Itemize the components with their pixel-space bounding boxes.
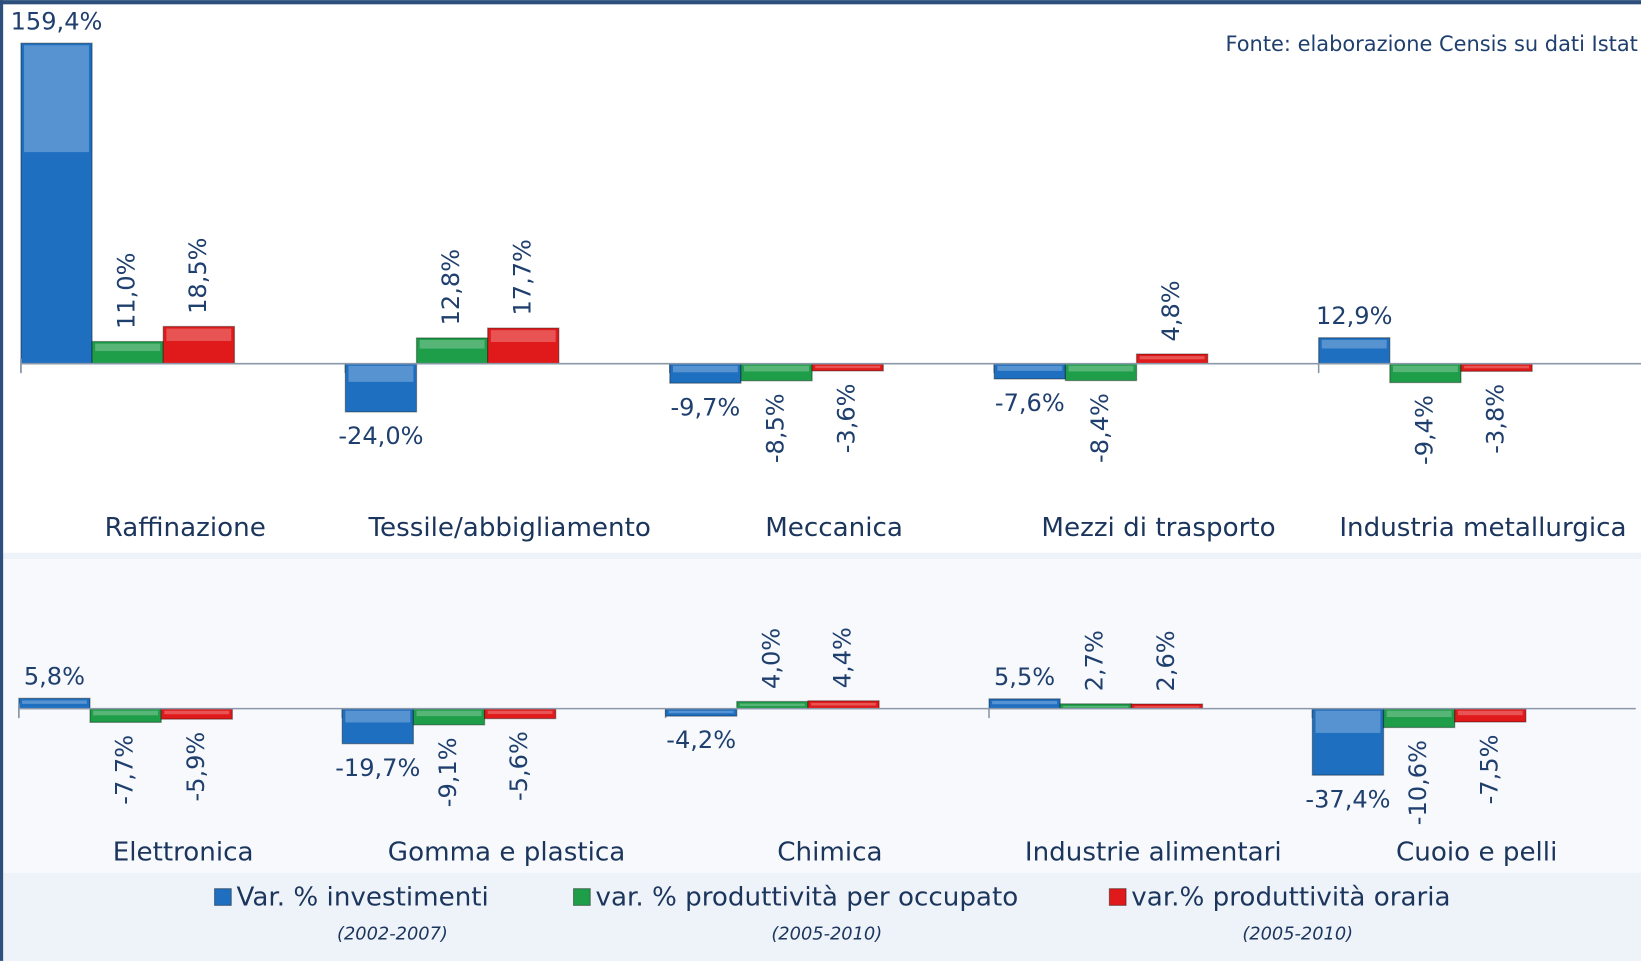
x-tick-label: Gomma e plastica <box>388 838 625 868</box>
value-label: -37,4% <box>1305 785 1390 813</box>
value-label: 2,6% <box>1152 630 1180 691</box>
bar-highlight <box>992 700 1058 705</box>
value-label: -5,9% <box>182 732 210 802</box>
bar-highlight <box>997 365 1063 371</box>
bar-highlight <box>1063 705 1129 708</box>
bar <box>1318 337 1391 365</box>
bar-highlight <box>1139 356 1205 360</box>
bar-highlight <box>24 45 89 153</box>
bar-highlight <box>1457 710 1523 716</box>
x-tick-label: Cuoio e pelli <box>1396 838 1557 868</box>
x-tick-label: Elettronica <box>113 838 254 868</box>
value-label: 4,8% <box>1157 280 1185 341</box>
frame <box>0 0 4 961</box>
legend-note: (2002-2007) <box>337 924 448 945</box>
bar-highlight <box>1392 365 1458 373</box>
source: Fonte: elaborazione Censis su dati Istat <box>1225 32 1637 56</box>
bar-highlight <box>95 343 161 352</box>
x-tick-label: Industria metallurgica <box>1339 513 1626 543</box>
bar-highlight <box>490 330 556 343</box>
bar-highlight <box>21 700 87 704</box>
x-tick-label: Raffinazione <box>105 513 266 543</box>
value-label: -24,0% <box>338 422 423 450</box>
bar <box>1311 708 1385 776</box>
value-label: -3,6% <box>833 383 861 453</box>
value-label: -8,4% <box>1086 393 1114 463</box>
bar <box>415 337 489 365</box>
legend-marker <box>214 888 232 906</box>
x-tick-label: Mezzi di trasporto <box>1041 513 1275 543</box>
bar-highlight <box>487 710 553 715</box>
value-label: -9,4% <box>1410 395 1438 465</box>
bar-highlight <box>739 703 805 706</box>
bar-highlight <box>668 710 734 714</box>
bar <box>1454 708 1527 723</box>
bar-highlight <box>1068 365 1134 372</box>
bar <box>487 327 560 365</box>
bar-highlight <box>815 365 881 369</box>
legend-label: var.% produttività oraria <box>1131 883 1450 913</box>
bar <box>89 708 162 723</box>
bar-highlight <box>93 710 159 716</box>
x-tick-label: Chimica <box>777 838 882 868</box>
value-label: 11,0% <box>113 253 141 329</box>
bar-highlight <box>1315 710 1381 733</box>
value-label: 159,4% <box>11 7 103 35</box>
legend-label: var. % produttività per occupato <box>595 883 1018 913</box>
bar <box>344 363 418 413</box>
bar-highlight <box>345 710 411 723</box>
value-label: -10,6% <box>1404 740 1432 825</box>
frame <box>0 0 1641 5</box>
value-label: -7,5% <box>1475 735 1503 805</box>
value-label: 5,5% <box>994 663 1055 691</box>
legend-note: (2005-2010) <box>1242 924 1353 945</box>
value-label: 18,5% <box>184 237 212 313</box>
value-label: -9,1% <box>434 737 462 807</box>
bar <box>162 325 236 365</box>
value-label: 4,0% <box>757 628 785 689</box>
bar-highlight <box>166 328 232 341</box>
legend-marker <box>572 888 591 906</box>
value-label: 17,7% <box>508 239 536 315</box>
value-label: -7,6% <box>995 389 1065 417</box>
value-label: 5,8% <box>24 662 85 690</box>
bar-highlight <box>164 710 230 715</box>
panel-background <box>3 4 1641 553</box>
x-tick-label: Tessile/abbigliamento <box>367 513 650 543</box>
value-label: 4,4% <box>829 627 857 688</box>
x-tick-label: Meccanica <box>765 513 903 543</box>
bar-highlight <box>1321 339 1387 349</box>
value-label: 12,9% <box>1316 302 1392 330</box>
value-label: -9,7% <box>670 393 740 421</box>
bar-highlight <box>811 702 876 706</box>
value-label: 2,7% <box>1081 630 1109 691</box>
bar-highlight <box>744 365 809 372</box>
value-label: -3,8% <box>1482 384 1510 454</box>
value-label: 12,8% <box>437 249 465 325</box>
value-label: -7,7% <box>111 735 139 805</box>
bar-highlight <box>1134 706 1200 708</box>
bar-highlight <box>416 710 482 717</box>
value-label: -5,6% <box>505 731 533 801</box>
value-label: -4,2% <box>666 726 736 754</box>
bar-highlight <box>419 340 485 349</box>
bar-highlight <box>672 365 738 373</box>
bar-highlight <box>348 365 414 382</box>
value-label: -19,7% <box>335 754 420 782</box>
legend-label: Var. % investimenti <box>237 883 489 913</box>
legend-marker <box>1108 888 1127 906</box>
bar-highlight <box>1386 710 1452 718</box>
x-tick-label: Industrie alimentari <box>1025 838 1282 868</box>
legend-note: (2005-2010) <box>771 924 882 945</box>
value-label: -8,5% <box>762 393 790 463</box>
bar-highlight <box>1464 365 1530 369</box>
